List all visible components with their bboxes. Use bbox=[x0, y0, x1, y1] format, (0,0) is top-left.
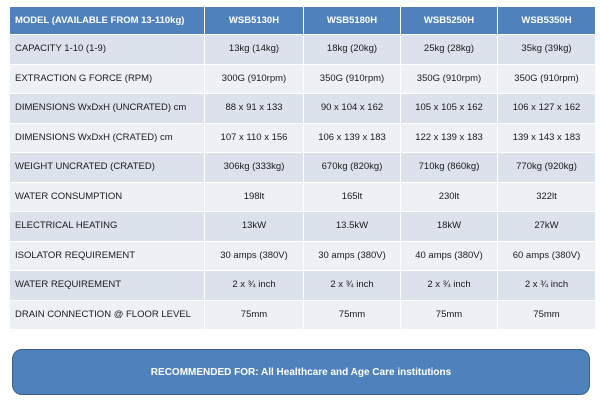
table-cell: 322lt bbox=[497, 181, 596, 212]
table-row: ELECTRICAL HEATING 13kW 13.5kW 18kW 27kW bbox=[9, 211, 596, 242]
table-cell: 106 x 139 x 183 bbox=[303, 122, 401, 153]
row-label: WEIGHT UNCRATED (CRATED) bbox=[9, 152, 205, 183]
table-row: ISOLATOR REQUIREMENT 30 amps (380V) 30 a… bbox=[9, 240, 596, 271]
header-row: MODEL (AVAILABLE FROM 13-110kg) WSB5130H… bbox=[9, 6, 596, 35]
table-cell: 18kg (20kg) bbox=[303, 34, 401, 65]
table-cell: 25kg (28kg) bbox=[400, 34, 498, 65]
header-model-wsb5350h: WSB5350H bbox=[497, 6, 596, 35]
table-row: DIMENSIONS WxDxH (CRATED) cm 107 x 110 x… bbox=[9, 122, 596, 153]
table-row: WATER REQUIREMENT 2 x ¾ inch 2 x ¾ inch … bbox=[9, 270, 596, 301]
table-cell: 139 x 143 x 183 bbox=[497, 122, 596, 153]
table-cell: 75mm bbox=[400, 299, 498, 330]
table-cell: 60 amps (380V) bbox=[497, 240, 596, 271]
table-cell: 2 x ¾ inch bbox=[497, 270, 596, 301]
table-cell: 107 x 110 x 156 bbox=[204, 122, 304, 153]
table-row: WEIGHT UNCRATED (CRATED) 306kg (333kg) 6… bbox=[9, 152, 596, 183]
table-cell: 350G (910rpm) bbox=[400, 63, 498, 94]
row-label: WATER CONSUMPTION bbox=[9, 181, 205, 212]
table-cell: 670kg (820kg) bbox=[303, 152, 401, 183]
row-label: DRAIN CONNECTION @ FLOOR LEVEL bbox=[9, 299, 205, 330]
row-label: CAPACITY 1-10 (1-9) bbox=[9, 34, 205, 65]
row-label: ISOLATOR REQUIREMENT bbox=[9, 240, 205, 271]
table-cell: 75mm bbox=[303, 299, 401, 330]
table-row: WATER CONSUMPTION 198lt 165lt 230lt 322l… bbox=[9, 181, 596, 212]
table-cell: 2 x ¾ inch bbox=[400, 270, 498, 301]
table-cell: 350G (910rpm) bbox=[497, 63, 596, 94]
table-cell: 198lt bbox=[204, 181, 304, 212]
row-label: ELECTRICAL HEATING bbox=[9, 211, 205, 242]
table-cell: 710kg (860kg) bbox=[400, 152, 498, 183]
table-cell: 230lt bbox=[400, 181, 498, 212]
table-cell: 306kg (333kg) bbox=[204, 152, 304, 183]
header-model-wsb5180h: WSB5180H bbox=[303, 6, 401, 35]
table-cell: 90 x 104 x 162 bbox=[303, 93, 401, 124]
row-label: EXTRACTION G FORCE (RPM) bbox=[9, 63, 205, 94]
header-model-wsb5250h: WSB5250H bbox=[400, 6, 498, 35]
table-cell: 35kg (39kg) bbox=[497, 34, 596, 65]
table-cell: 88 x 91 x 133 bbox=[204, 93, 304, 124]
table-cell: 122 x 139 x 183 bbox=[400, 122, 498, 153]
table-cell: 30 amps (380V) bbox=[303, 240, 401, 271]
table-cell: 300G (910rpm) bbox=[204, 63, 304, 94]
recommended-text: RECOMMENDED FOR: All Healthcare and Age … bbox=[150, 366, 452, 378]
table-cell: 75mm bbox=[497, 299, 596, 330]
row-label: DIMENSIONS WxDxH (CRATED) cm bbox=[9, 122, 205, 153]
table-cell: 106 x 127 x 162 bbox=[497, 93, 596, 124]
header-model-cell: MODEL (AVAILABLE FROM 13-110kg) bbox=[9, 6, 205, 35]
table-cell: 2 x ¾ inch bbox=[303, 270, 401, 301]
row-label: WATER REQUIREMENT bbox=[9, 270, 205, 301]
table-cell: 30 amps (380V) bbox=[204, 240, 304, 271]
header-model-wsb5130h: WSB5130H bbox=[204, 6, 304, 35]
table-cell: 770kg (920kg) bbox=[497, 152, 596, 183]
row-label: DIMENSIONS WxDxH (UNCRATED) cm bbox=[9, 93, 205, 124]
spec-table: MODEL (AVAILABLE FROM 13-110kg) WSB5130H… bbox=[9, 6, 596, 330]
table-row: DIMENSIONS WxDxH (UNCRATED) cm 88 x 91 x… bbox=[9, 93, 596, 124]
table-cell: 13kg (14kg) bbox=[204, 34, 304, 65]
table-cell: 13kW bbox=[204, 211, 304, 242]
table-row: EXTRACTION G FORCE (RPM) 300G (910rpm) 3… bbox=[9, 63, 596, 94]
table-cell: 27kW bbox=[497, 211, 596, 242]
table-cell: 75mm bbox=[204, 299, 304, 330]
table-row: DRAIN CONNECTION @ FLOOR LEVEL 75mm 75mm… bbox=[9, 299, 596, 330]
table-cell: 13.5kW bbox=[303, 211, 401, 242]
table-cell: 40 amps (380V) bbox=[400, 240, 498, 271]
table-cell: 18kW bbox=[400, 211, 498, 242]
table-cell: 350G (910rpm) bbox=[303, 63, 401, 94]
table-cell: 2 x ¾ inch bbox=[204, 270, 304, 301]
recommended-banner: RECOMMENDED FOR: All Healthcare and Age … bbox=[12, 349, 590, 395]
table-cell: 105 x 105 x 162 bbox=[400, 93, 498, 124]
table-row: CAPACITY 1-10 (1-9) 13kg (14kg) 18kg (20… bbox=[9, 34, 596, 65]
table-cell: 165lt bbox=[303, 181, 401, 212]
